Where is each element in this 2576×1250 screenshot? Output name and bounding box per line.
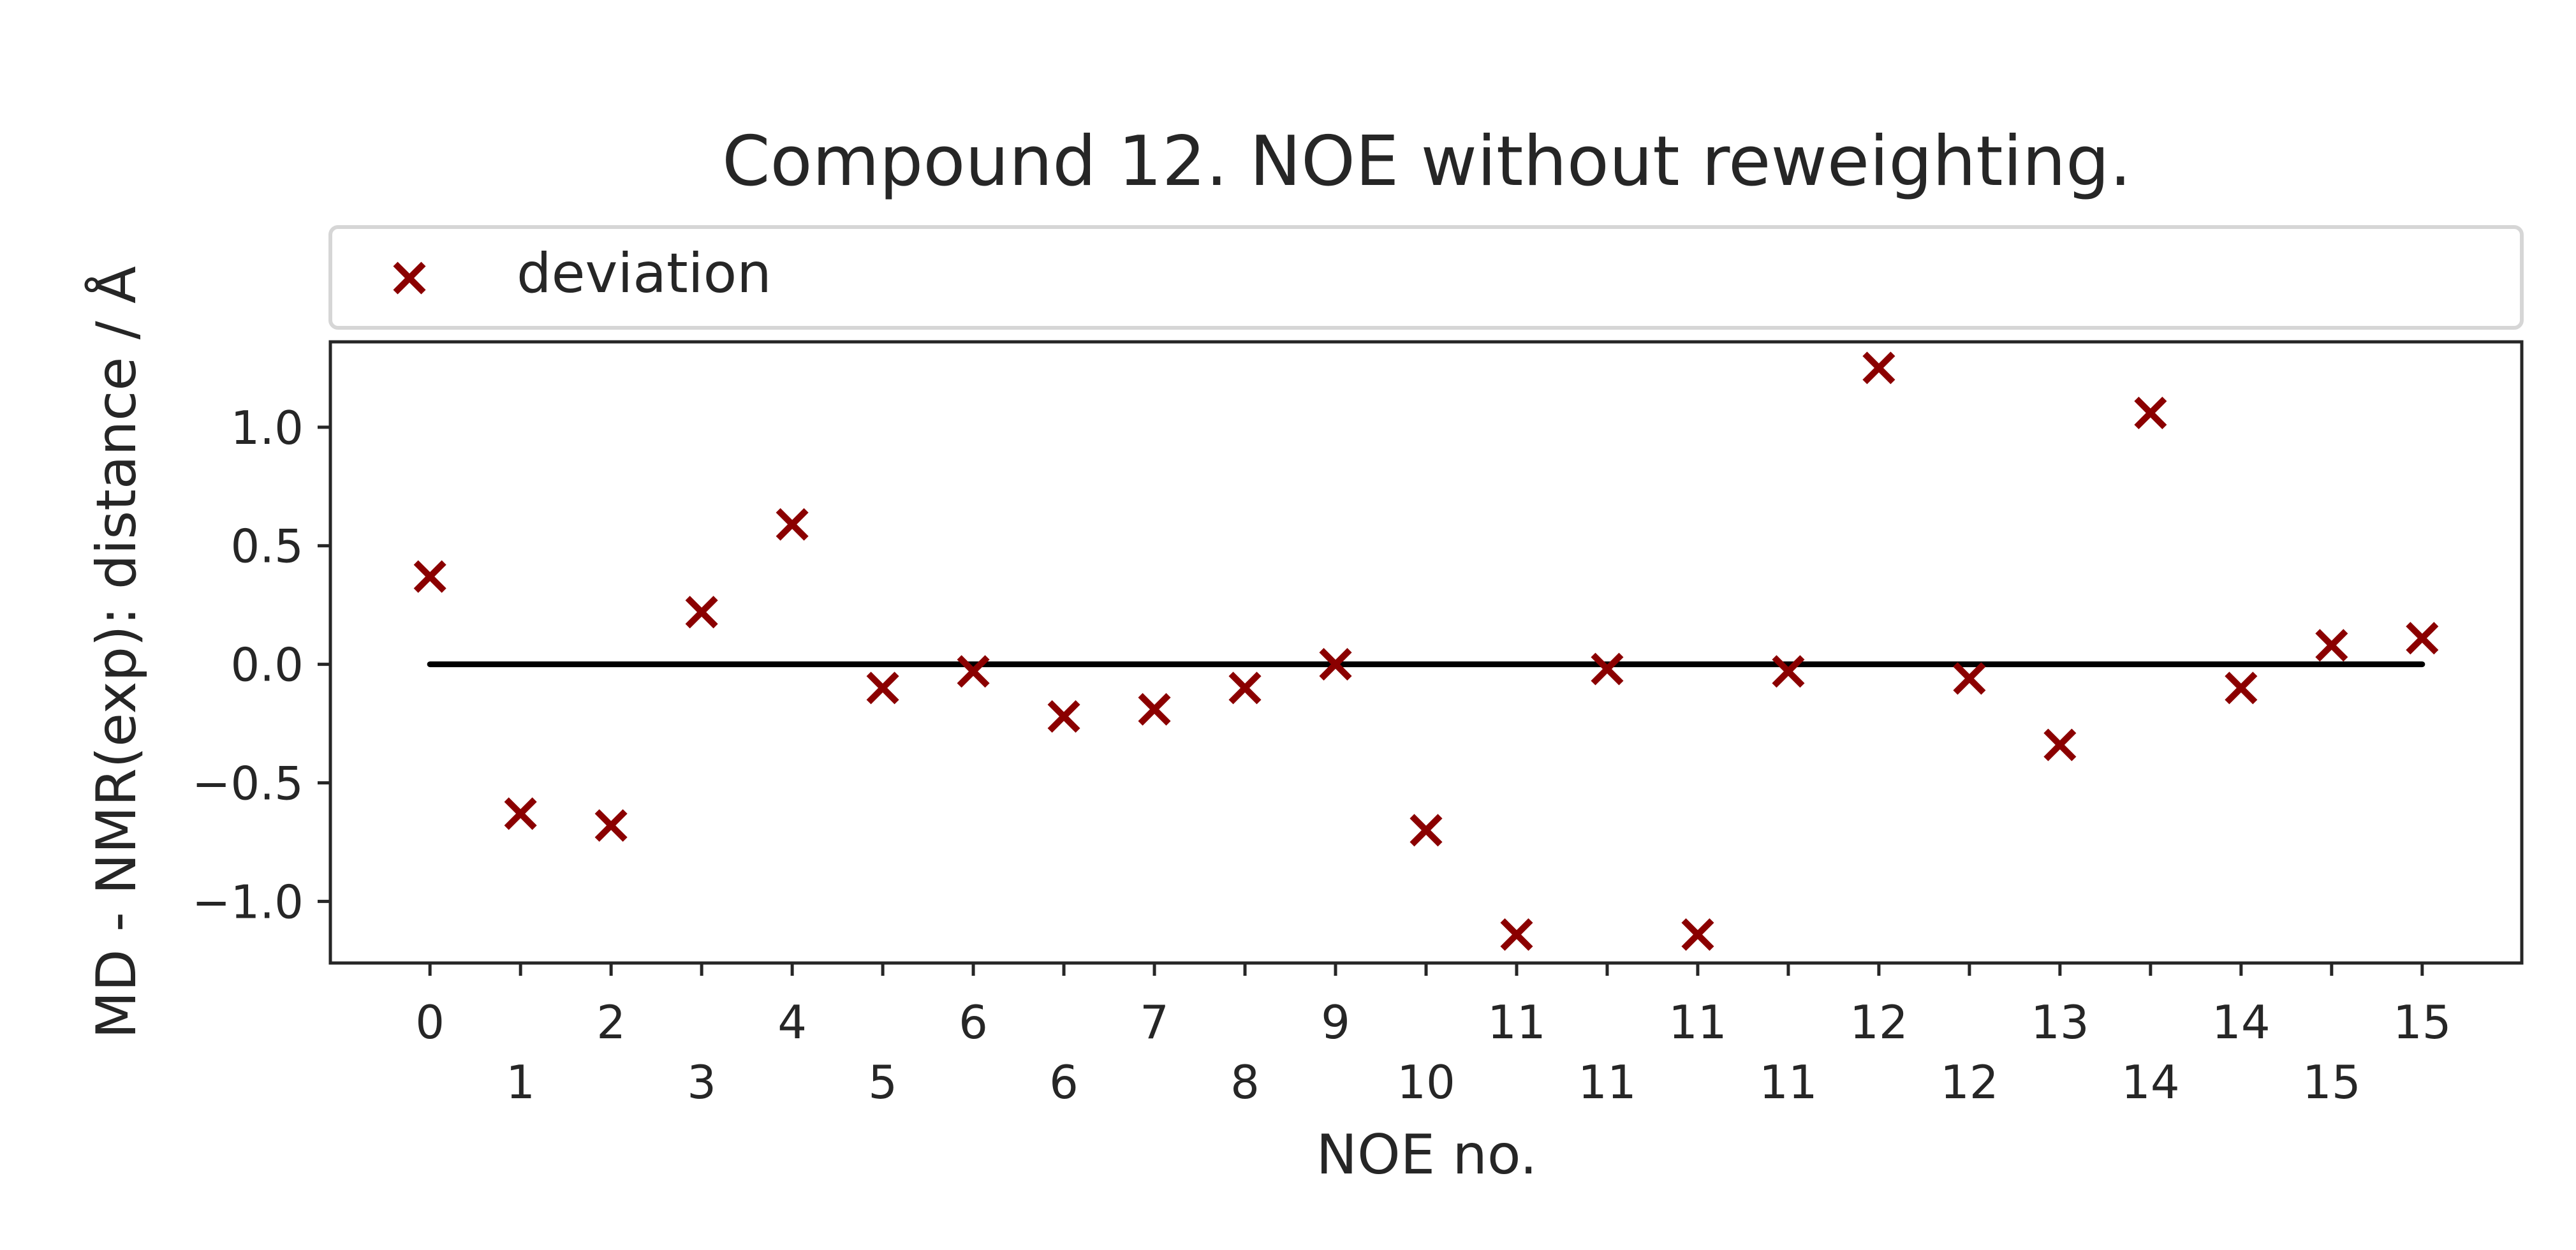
y-tick-label: 0.0 (230, 638, 304, 692)
data-point-stroke-b (1862, 351, 1895, 385)
data-point (1409, 814, 1443, 847)
y-axis-label: MD - NMR(exp): distance / Å (84, 266, 149, 1039)
x-tick-label: 15 (2302, 1055, 2361, 1109)
x-tick-label: 2 (596, 996, 626, 1049)
x-tick-label: 11 (1578, 1055, 1637, 1109)
data-point-stroke-b (2225, 672, 2258, 705)
data-point-stroke-b (685, 596, 718, 629)
data-point-stroke-b (2043, 728, 2077, 761)
data-point-stroke-b (1681, 918, 1714, 951)
data-point-stroke-b (504, 797, 537, 830)
data-markers (413, 351, 2439, 951)
data-point-stroke-b (1772, 655, 1805, 688)
data-point (1591, 652, 1624, 686)
data-point-stroke-b (2406, 622, 2439, 655)
legend-marker-stroke-b (393, 261, 426, 295)
plot-frame (328, 340, 2524, 965)
x-tick-label: 11 (1668, 996, 1727, 1049)
data-point (1500, 918, 1533, 951)
x-tick-label: 14 (2121, 1055, 2180, 1109)
data-point (1047, 700, 1080, 733)
data-point-stroke-b (594, 809, 628, 842)
x-tick-label: 4 (777, 996, 807, 1049)
data-point-stroke-b (1591, 652, 1624, 686)
y-tick-label: 0.5 (230, 520, 304, 573)
data-point (1319, 648, 1352, 681)
data-point (685, 596, 718, 629)
chart-title: Compound 12. NOE without reweighting. (722, 122, 2131, 202)
data-point (1862, 351, 1895, 385)
x-tick-label: 7 (1140, 996, 1169, 1049)
data-point (1772, 655, 1805, 688)
data-point-stroke-b (2315, 629, 2348, 662)
data-point (1228, 672, 1262, 705)
x-tick-label: 14 (2212, 996, 2271, 1049)
data-point-stroke-b (1138, 693, 1171, 726)
x-tick-label: 6 (1049, 1055, 1078, 1109)
legend-marker-x-icon (393, 261, 426, 295)
x-tick-label: 11 (1487, 996, 1546, 1049)
x-tick-label: 12 (1940, 1055, 1999, 1109)
y-tick-label: −0.5 (192, 756, 304, 810)
data-point-stroke-b (957, 655, 990, 688)
data-point (504, 797, 537, 830)
legend-label-deviation: deviation (517, 242, 772, 305)
data-point (2406, 622, 2439, 655)
x-tick-label: 8 (1230, 1055, 1260, 1109)
data-point (1953, 662, 1986, 695)
data-point-stroke-b (1047, 700, 1080, 733)
data-point (2315, 629, 2348, 662)
data-point (1138, 693, 1171, 726)
x-tick-label: 3 (687, 1055, 716, 1109)
x-tick-label: 11 (1759, 1055, 1818, 1109)
data-point-stroke-b (1500, 918, 1533, 951)
data-point (776, 508, 809, 541)
data-point-stroke-b (2134, 396, 2167, 430)
data-point (866, 672, 899, 705)
data-point-stroke-b (776, 508, 809, 541)
x-tick-label: 1 (506, 1055, 535, 1109)
data-point-stroke-b (1319, 648, 1352, 681)
data-point (957, 655, 990, 688)
data-point-stroke-b (1953, 662, 1986, 695)
data-point (594, 809, 628, 842)
x-tick-label: 13 (2031, 996, 2089, 1049)
x-tick-label: 10 (1397, 1055, 1455, 1109)
x-tick-label: 6 (959, 996, 988, 1049)
axes: 1.00.50.0−0.5−1.001234566789101111111112… (192, 401, 2451, 1109)
data-point (2043, 728, 2077, 761)
x-tick-label: 0 (415, 996, 445, 1049)
x-tick-label: 5 (868, 1055, 897, 1109)
data-point (2225, 672, 2258, 705)
x-tick-label: 15 (2393, 996, 2452, 1049)
y-tick-label: 1.0 (230, 401, 304, 455)
data-point (413, 560, 446, 593)
legend-box (328, 225, 2524, 330)
data-point-stroke-b (413, 560, 446, 593)
data-point (2134, 396, 2167, 430)
x-tick-label: 9 (1321, 996, 1350, 1049)
data-point-stroke-b (866, 672, 899, 705)
y-tick-label: −1.0 (192, 875, 304, 929)
data-point (1681, 918, 1714, 951)
x-axis-label: NOE no. (1316, 1123, 1538, 1187)
legend: deviation (328, 225, 2524, 330)
data-point-stroke-b (1228, 672, 1262, 705)
data-point-stroke-b (1409, 814, 1443, 847)
x-tick-label: 12 (1850, 996, 1908, 1049)
